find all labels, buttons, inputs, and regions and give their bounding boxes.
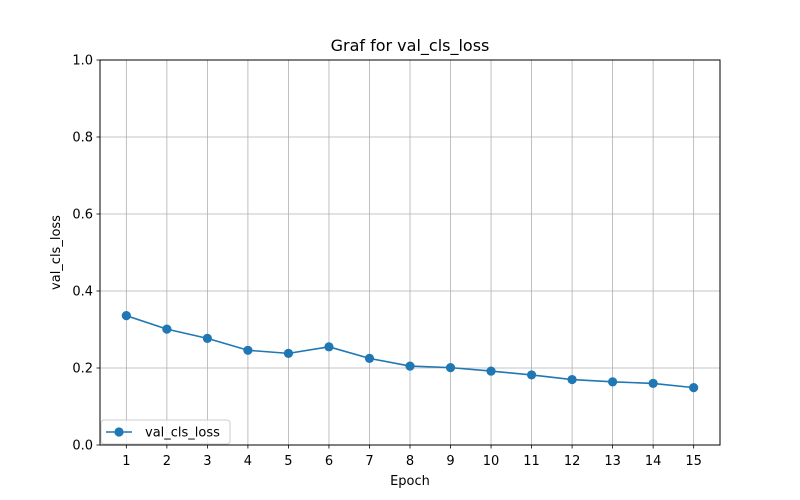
legend-marker-swatch xyxy=(114,427,124,437)
legend-entry-label: val_cls_loss xyxy=(145,426,220,441)
data-point xyxy=(486,366,496,376)
data-point xyxy=(243,345,253,355)
y-tick-label: 0.2 xyxy=(72,362,93,377)
data-point xyxy=(526,370,537,380)
x-tick-label: 8 xyxy=(406,454,414,469)
x-tick-label: 4 xyxy=(244,454,252,469)
y-tick-label: 1.0 xyxy=(72,54,93,69)
x-axis-label: Epoch xyxy=(390,474,430,489)
chart-title: Graf for val_cls_loss xyxy=(331,36,490,56)
legend-box xyxy=(100,419,231,445)
y-tick-label: 0.4 xyxy=(72,285,93,300)
x-tick-label: 13 xyxy=(604,454,621,469)
y-tick-label: 0.6 xyxy=(72,208,93,223)
x-tick-label: 7 xyxy=(365,454,373,469)
x-tick-label: 6 xyxy=(325,454,333,469)
y-axis-label: val_cls_loss xyxy=(49,215,64,290)
data-point xyxy=(608,377,618,387)
data-point xyxy=(202,333,212,343)
data-point xyxy=(121,311,131,321)
data-point xyxy=(445,363,456,373)
x-tick-label: 11 xyxy=(523,454,540,469)
data-point xyxy=(364,353,375,363)
x-tick-label: 12 xyxy=(564,454,581,469)
x-tick-label: 2 xyxy=(163,454,171,469)
x-tick-label: 9 xyxy=(446,454,454,469)
data-point xyxy=(162,324,172,334)
y-tick-label: 0.8 xyxy=(72,131,93,146)
data-point xyxy=(648,378,658,388)
x-tick-label: 5 xyxy=(284,454,292,469)
y-tick-label: 0.0 xyxy=(72,439,93,454)
grid xyxy=(100,59,720,446)
data-point xyxy=(567,374,577,385)
data-point xyxy=(283,348,294,358)
y-axis-ticks: 0.0 0.2 0.4 0.6 0.8 1.0 xyxy=(72,54,100,454)
data-point xyxy=(324,342,334,352)
series-layer xyxy=(121,311,699,393)
x-tick-label: 15 xyxy=(685,454,702,469)
x-axis-ticks: 1 2 3 4 5 6 7 8 9 10 11 12 13 14 15 xyxy=(122,445,702,469)
data-point xyxy=(689,383,699,393)
legend: val_cls_loss xyxy=(100,419,231,445)
x-tick-label: 1 xyxy=(122,454,130,469)
x-tick-label: 14 xyxy=(645,454,662,469)
data-point xyxy=(405,361,415,371)
x-tick-label: 10 xyxy=(483,454,500,469)
x-tick-label: 3 xyxy=(203,454,211,469)
